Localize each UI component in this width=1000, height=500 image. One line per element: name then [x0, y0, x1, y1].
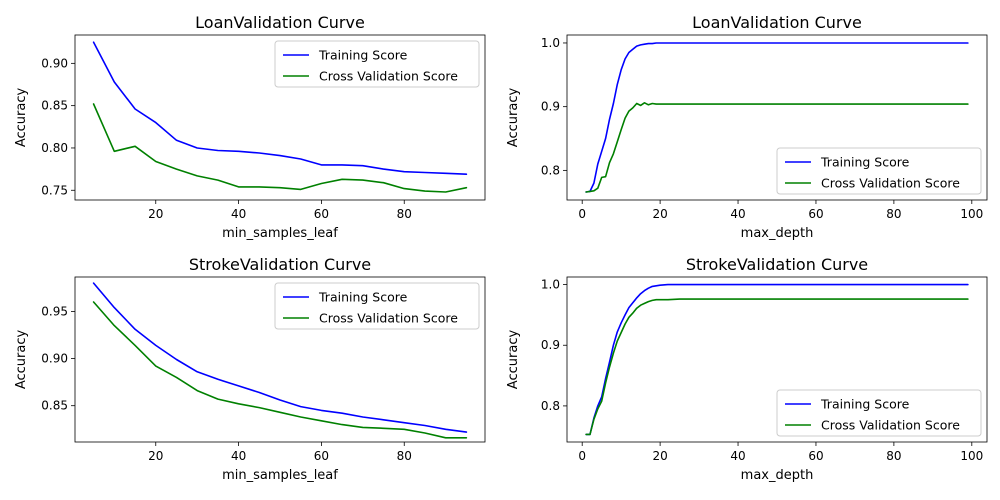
cross-validation-score-line: [92, 301, 468, 439]
x-tick-label: 40: [231, 449, 246, 463]
cross-validation-score-line: [585, 298, 969, 436]
chart-title: LoanValidation Curve: [195, 13, 365, 32]
x-tick-label: 100: [960, 207, 983, 221]
x-tick-label: 0: [578, 449, 586, 463]
legend-label: Cross Validation Score: [319, 311, 458, 326]
subplot-1: LoanValidation Curve 20 40 60 80 0.75 0.80 0.85…: [14, 13, 486, 241]
y-tick-label: 0.95: [41, 304, 68, 318]
y-tick-label: 1.0: [541, 278, 560, 292]
x-tick-label: 80: [397, 449, 412, 463]
y-axis-label: Accuracy: [14, 88, 29, 148]
x-tick-label: 80: [886, 207, 901, 221]
cross-validation-score-line: [585, 102, 969, 193]
legend: Training Score Cross Validation Score: [274, 40, 480, 88]
legend-label: Training Score: [820, 397, 910, 412]
x-tick-label: 60: [314, 207, 329, 221]
y-tick-label: 0.85: [41, 99, 68, 113]
x-tick-label: 20: [652, 207, 667, 221]
x-axis-label: max_depth: [741, 468, 814, 483]
legend-box: [776, 389, 982, 437]
axes-frame: [566, 34, 988, 201]
subplot-2: LoanValidation Curve 0 20 40 60 80 100 0.8 0.9 1.…: [506, 13, 988, 241]
axes-frame: [74, 34, 486, 201]
y-tick-label: 0.8: [541, 399, 560, 413]
x-tick-label: 20: [652, 449, 667, 463]
chart-title: StrokeValidation Curve: [189, 255, 371, 274]
legend-label: Training Score: [318, 48, 408, 63]
chart-title: LoanValidation Curve: [692, 13, 862, 32]
x-axis-label: max_depth: [741, 226, 814, 241]
y-tick-label: 1.0: [541, 36, 560, 50]
x-tick-label: 40: [730, 207, 745, 221]
y-axis-label: Accuracy: [506, 330, 521, 390]
y-tick-label: 0.80: [41, 141, 68, 155]
y-tick-label: 0.9: [541, 338, 560, 352]
legend-box: [776, 147, 982, 195]
y-axis-label: Accuracy: [14, 330, 29, 390]
legend-label: Cross Validation Score: [821, 176, 960, 191]
chart-title: StrokeValidation Curve: [686, 255, 868, 274]
y-tick-label: 0.9: [541, 100, 560, 114]
y-tick-label: 0.75: [41, 183, 68, 197]
x-tick-label: 60: [808, 207, 823, 221]
x-tick-label: 60: [314, 449, 329, 463]
training-score-line: [585, 283, 969, 436]
legend-box: [274, 40, 480, 88]
subplot-3: StrokeValidation Curve 20 40 60 80 0.85 0.90 0.…: [14, 255, 486, 483]
x-tick-label: 80: [886, 449, 901, 463]
x-tick-label: 40: [231, 207, 246, 221]
x-tick-label: 100: [960, 449, 983, 463]
legend-label: Training Score: [820, 155, 910, 170]
axes-frame: [74, 276, 486, 443]
y-tick-label: 0.90: [41, 352, 68, 366]
y-tick-label: 0.85: [41, 399, 68, 413]
x-axis-label: min_samples_leaf: [222, 226, 338, 241]
x-tick-label: 80: [397, 207, 412, 221]
legend-box: [274, 282, 480, 330]
axes-frame: [566, 276, 988, 443]
x-tick-label: 60: [808, 449, 823, 463]
x-tick-label: 0: [578, 207, 586, 221]
training-score-line: [585, 42, 969, 193]
training-score-line: [92, 282, 468, 433]
legend-label: Training Score: [318, 290, 408, 305]
subplot-4: StrokeValidation Curve 0 20 40 60 80 100 0.8 0.9…: [506, 255, 988, 483]
x-tick-label: 20: [148, 449, 163, 463]
x-tick-label: 40: [730, 449, 745, 463]
x-axis-label: min_samples_leaf: [222, 468, 338, 483]
y-tick-label: 0.8: [541, 163, 560, 177]
legend: Training Score Cross Validation Score: [776, 147, 982, 195]
x-tick-label: 20: [148, 207, 163, 221]
legend: Training Score Cross Validation Score: [776, 389, 982, 437]
legend-label: Cross Validation Score: [319, 69, 458, 84]
y-axis-label: Accuracy: [506, 88, 521, 148]
cross-validation-score-line: [92, 103, 468, 193]
y-tick-label: 0.90: [41, 56, 68, 70]
legend-label: Cross Validation Score: [821, 418, 960, 433]
legend: Training Score Cross Validation Score: [274, 282, 480, 330]
training-score-line: [92, 41, 468, 175]
